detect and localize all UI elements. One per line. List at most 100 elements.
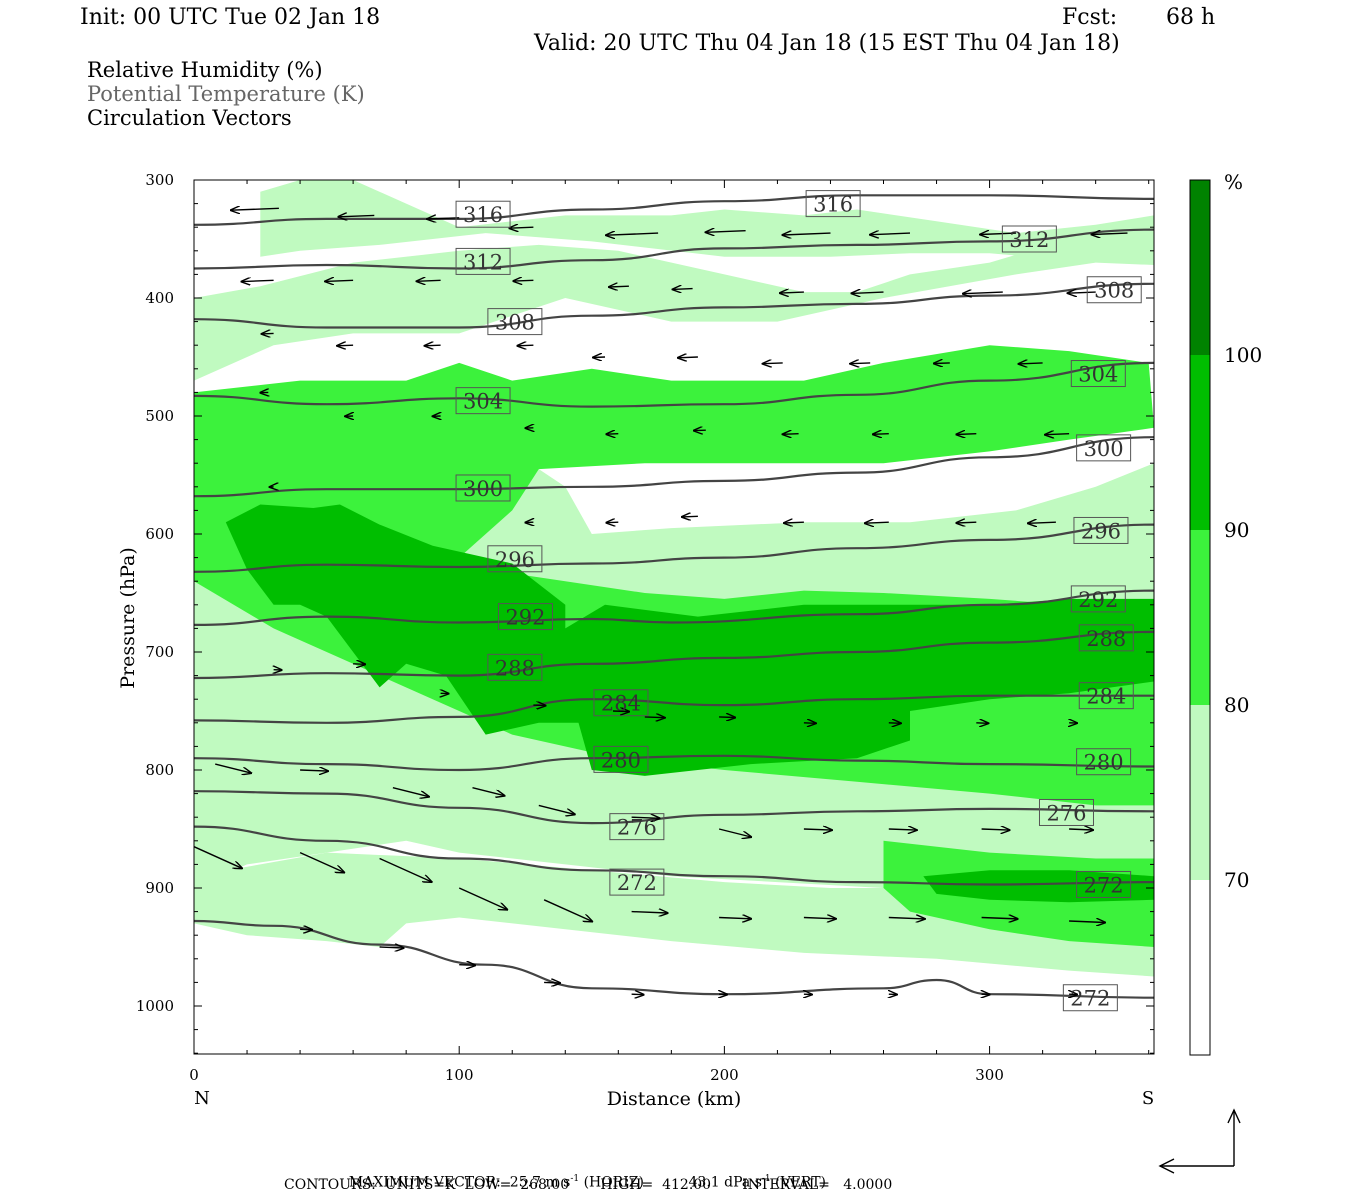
circulation-vector [803, 829, 832, 830]
colorbar-level-80: 80 [1224, 693, 1249, 717]
colorbar-band-70-80 [1190, 705, 1210, 880]
contour-label-288: 288 [1086, 627, 1126, 651]
circulation-vector [379, 947, 404, 948]
x-tick-label: 300 [975, 1066, 1004, 1084]
contour-label-300: 300 [463, 477, 503, 501]
circulation-vector [1069, 829, 1093, 830]
contour-label-292: 292 [1078, 588, 1118, 612]
x-axis-title: Distance (km) [607, 1088, 742, 1110]
legend-circulation-vectors: Circulation Vectors [87, 106, 292, 130]
circulation-vector [888, 829, 917, 830]
max-vert-exponent: -1 [761, 1174, 771, 1184]
contour-label-box [1073, 516, 1129, 544]
circulation-vector [215, 763, 251, 773]
plot-frame [193, 179, 1155, 1055]
max-horiz-exponent: -1 [570, 1174, 580, 1184]
circulation-vector [963, 292, 1003, 294]
colorbar-band-80-90 [1190, 530, 1210, 705]
contour-label-box [593, 689, 649, 717]
circulation-vector [644, 717, 665, 718]
y-tick-label: 1000 [136, 997, 174, 1015]
max-vector-line: MAXIMUM VECTOR: 25.7 m s-1 (HORIZ) 43.1 … [340, 1158, 826, 1191]
theta-contour-292-6 [194, 589, 1154, 626]
circulation-vector [888, 918, 925, 919]
circulation-vector [1069, 921, 1105, 923]
max-vector-label: MAXIMUM VECTOR: [348, 1174, 501, 1191]
colorbar-band-90-100 [1190, 355, 1210, 530]
contour-label-272: 272 [1070, 987, 1110, 1011]
circulation-vector [325, 280, 354, 281]
contour-label-box [1086, 276, 1142, 304]
contour-label-316: 316 [463, 203, 503, 227]
y-tick-label: 700 [145, 643, 174, 661]
max-vert-tag: (VERT) [775, 1174, 826, 1191]
contour-label-box [455, 387, 511, 415]
colorbar-band-below-70 [1190, 880, 1210, 1055]
legend-potential-temperature: Potential Temperature (K) [87, 82, 365, 106]
max-horiz-value: 25.7 m s [509, 1174, 571, 1191]
circulation-vector [783, 233, 831, 235]
forecast-hour: 68 h [1166, 5, 1216, 30]
circulation-vector [538, 804, 575, 814]
circulation-vector [803, 918, 836, 919]
colorbar-unit: % [1224, 170, 1243, 194]
contour-label-304: 304 [1078, 363, 1118, 387]
contour-label-box [1076, 434, 1132, 462]
circulation-vector [543, 899, 592, 922]
circulation-vector [1092, 233, 1128, 234]
contour-label-288: 288 [495, 656, 535, 680]
circulation-vector [783, 434, 799, 435]
contour-label-box [805, 190, 861, 218]
circulation-vector [803, 723, 816, 724]
circulation-vector [1068, 292, 1096, 293]
circulation-vector [300, 929, 312, 930]
circulation-vector [427, 218, 460, 219]
circulation-vector [865, 522, 889, 523]
circulation-vector [888, 723, 901, 724]
circulation-vector [719, 717, 735, 718]
x-tick-label: 100 [445, 1066, 474, 1084]
contour-label-308: 308 [1094, 279, 1134, 303]
theta-contour-272-12 [194, 919, 1154, 999]
north-end-label: N [194, 1088, 210, 1109]
contour-label-box [609, 813, 665, 841]
theta-contour-288-7 [194, 630, 1154, 680]
reference-vector-icon [1158, 1108, 1241, 1174]
contour-label-316: 316 [813, 193, 853, 217]
x-tick-label: 200 [710, 1066, 739, 1084]
circulation-vector [673, 289, 693, 290]
contour-label-box [1001, 225, 1057, 253]
y-tick-label: 900 [145, 879, 174, 897]
circulation-vector [763, 363, 783, 364]
circulation-vector [1019, 363, 1043, 364]
circulation-vector [513, 280, 534, 281]
circulation-vector [606, 434, 619, 435]
theta-contour-280-9 [194, 754, 1154, 772]
circulation-vector [682, 516, 698, 517]
rh-region-80-90-4 [194, 345, 1154, 605]
circulation-vector [544, 982, 560, 983]
circulation-vector [873, 434, 889, 435]
circulation-vector [870, 233, 911, 235]
contour-label-box [455, 247, 511, 275]
contour-label-box [455, 474, 511, 502]
contour-label-box [609, 868, 665, 896]
contour-label-box [1078, 682, 1134, 710]
circulation-vector [606, 522, 619, 523]
legend-relative-humidity: Relative Humidity (%) [87, 58, 323, 82]
circulation-vector [593, 357, 606, 358]
circulation-vector [300, 770, 328, 771]
colorbar-frame [1189, 179, 1211, 1056]
contour-label-280: 280 [1084, 751, 1124, 775]
circulation-vector [934, 363, 950, 364]
contour-label-box [1070, 360, 1126, 388]
circulation-vector [194, 846, 242, 869]
circulation-vector [780, 292, 804, 293]
circulation-vector [299, 851, 344, 873]
rh-region-90-100-8 [923, 870, 1154, 903]
circulation-vector [353, 664, 365, 665]
max-vert-value: 43.1 dPa s [688, 1174, 762, 1191]
contour-label-280: 280 [601, 748, 641, 772]
max-horiz-tag: (HORIZ) [583, 1174, 644, 1191]
colorbar: % 100 90 80 70 [1189, 170, 1262, 1056]
